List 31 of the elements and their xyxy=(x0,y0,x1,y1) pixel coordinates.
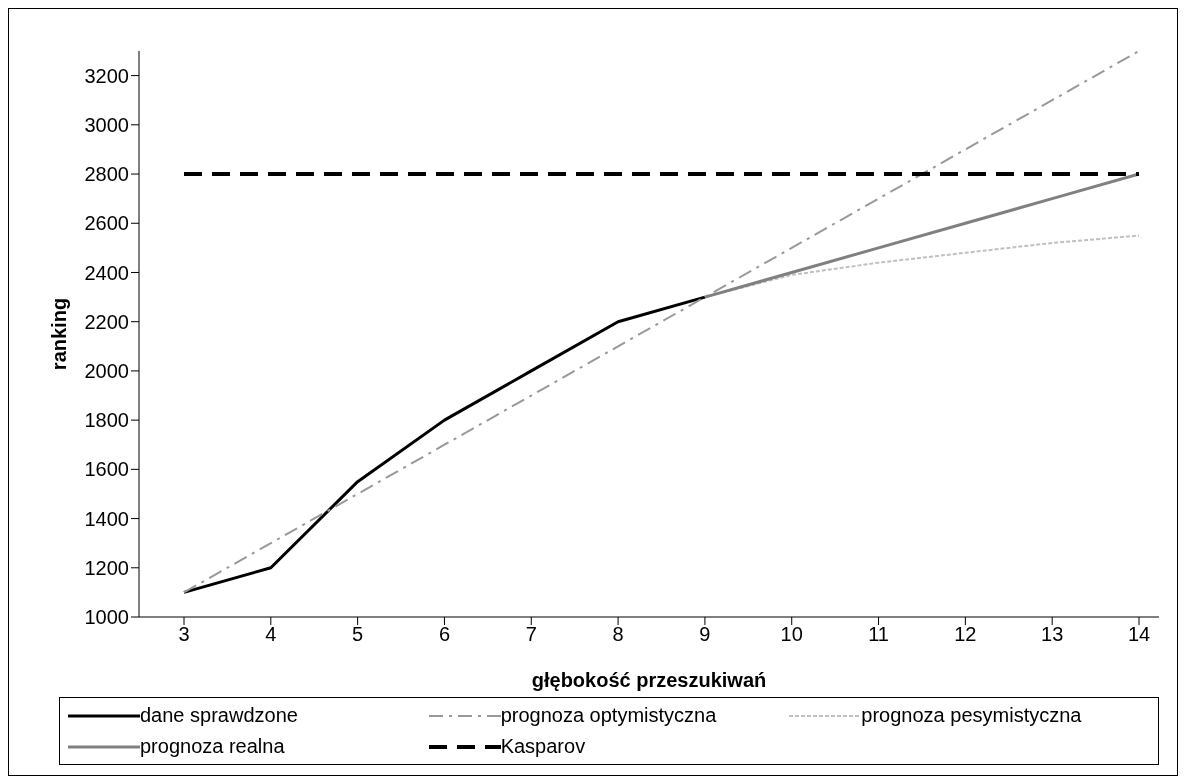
y-tick-label: 2600 xyxy=(84,212,129,235)
x-tick-label: 6 xyxy=(438,623,451,646)
legend-label: dane sprawdzone xyxy=(140,704,298,727)
x-tick-label: 5 xyxy=(352,623,364,646)
x-tick-label: 4 xyxy=(265,623,277,646)
x-tick-label: 12 xyxy=(954,623,977,646)
y-tick-label: 1800 xyxy=(84,409,129,432)
legend-label: Kasparov xyxy=(500,735,586,758)
x-tick-label: 11 xyxy=(868,623,889,646)
x-tick-label: 14 xyxy=(1127,623,1151,646)
x-axis-title: głębokość przeszukiwań xyxy=(531,669,767,691)
y-tick-label: 2800 xyxy=(84,163,129,186)
x-tick-label: 10 xyxy=(780,623,803,646)
x-tick-label: 7 xyxy=(525,623,537,646)
y-tick-label: 2000 xyxy=(84,360,129,383)
y-tick-label: 2200 xyxy=(84,310,129,333)
y-tick-label: 1200 xyxy=(84,556,129,579)
x-tick-label: 8 xyxy=(612,623,624,646)
y-tick-label: 2400 xyxy=(84,261,129,284)
y-tick-label: 1600 xyxy=(84,458,129,481)
x-tick-label: 3 xyxy=(178,623,190,646)
y-tick-label: 3000 xyxy=(84,113,129,136)
y-tick-label: 3200 xyxy=(84,64,129,87)
y-tick-label: 1000 xyxy=(84,606,129,629)
x-tick-label: 9 xyxy=(699,623,711,646)
legend-label: prognoza realna xyxy=(140,735,285,758)
y-axis-title: ranking xyxy=(48,297,71,371)
y-tick-label: 1400 xyxy=(84,507,129,530)
legend-label: prognoza pesymistyczna xyxy=(861,704,1082,727)
x-tick-label: 13 xyxy=(1041,623,1064,646)
legend-label: prognoza optymistyczna xyxy=(500,704,717,727)
